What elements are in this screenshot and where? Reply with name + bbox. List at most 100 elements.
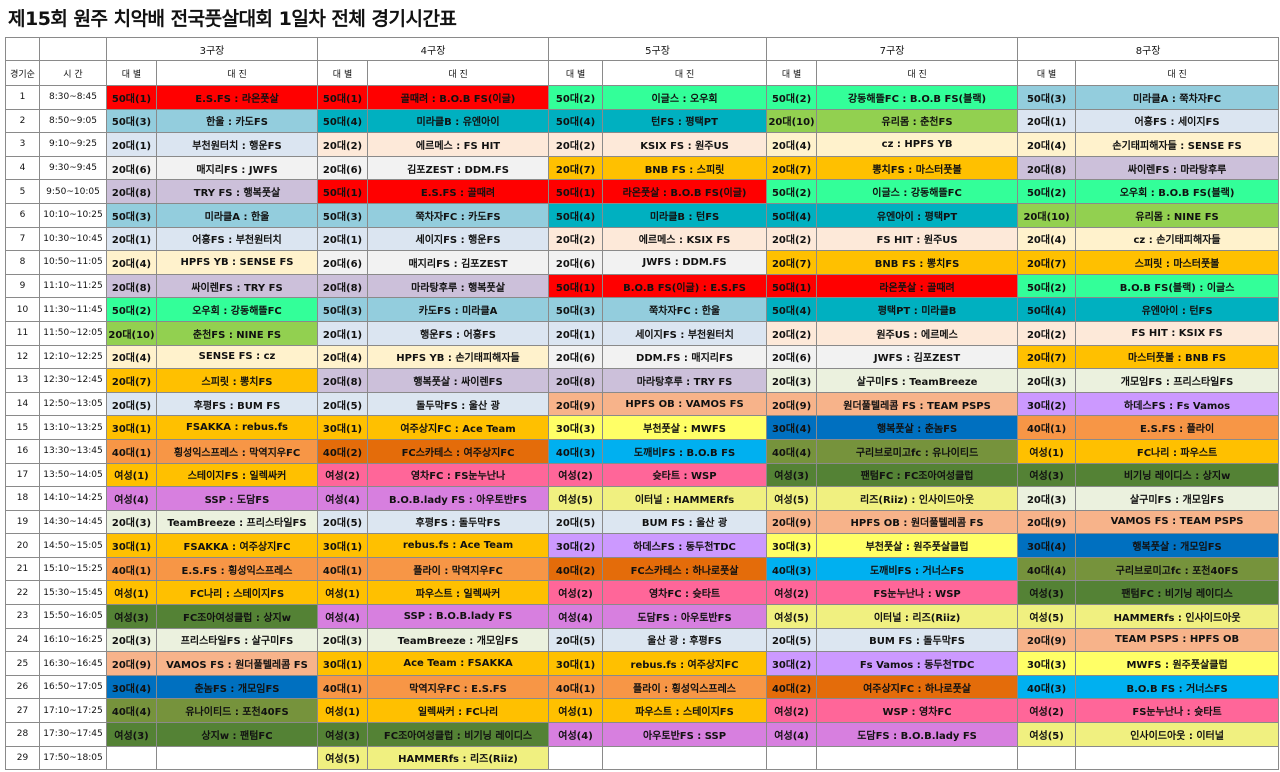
match-cell: 구리브로미고fc : 유나이티드	[816, 438, 1019, 464]
division-cell: 20대(6)	[317, 155, 369, 181]
division-cell: 20대(3)	[317, 627, 369, 653]
division-cell	[106, 745, 157, 770]
division-cell: 20대(3)	[1017, 486, 1077, 511]
table-row: 10 11:30~11:45 50대(2) 오우회 : 강동해뜰FC 50대(3) 카도F…	[5, 297, 1280, 322]
game-number: 12	[5, 344, 40, 370]
match-cell: 미라클B : 유엔아이	[367, 108, 550, 134]
match-cell: 살구미FS : TeamBreeze	[816, 368, 1019, 393]
game-number: 15	[5, 415, 40, 440]
division-cell: 40대(1)	[317, 556, 369, 582]
game-number: 17	[5, 462, 40, 488]
division-cell: 50대(2)	[106, 297, 157, 322]
match-cell: 유엔아이 : 턴FS	[1075, 297, 1280, 322]
game-time: 13:50~14:05	[39, 462, 107, 488]
division-cell: 여성(5)	[317, 745, 369, 770]
match-cell	[1075, 745, 1280, 770]
match-cell: Ace Team : FSAKKA	[367, 651, 550, 676]
division-cell: 20대(5)	[317, 509, 369, 535]
division-cell: 20대(1)	[548, 320, 604, 346]
match-cell: DDM.FS : 매지리FS	[602, 344, 768, 370]
table-row: 17 13:50~14:05 여성(1) 스테이지FS : 일렉싸커 여성(2) 영차FC…	[5, 462, 1280, 488]
division-cell: 20대(1)	[317, 320, 369, 346]
table-row: 14 12:50~13:05 20대(5) 후평FS : BUM FS 20대(5) 돌두…	[5, 391, 1280, 417]
game-time: 10:30~10:45	[39, 226, 107, 252]
match-cell: 어흥FS : 부천원터치	[155, 226, 319, 252]
match-cell: 세이지FS : 부천원터치	[602, 320, 768, 346]
division-cell: 20대(1)	[106, 226, 157, 252]
match-cell: 라온풋살 : B.O.B FS(이글)	[602, 179, 768, 204]
division-cell: 40대(1)	[106, 556, 157, 582]
header-blank	[39, 37, 107, 61]
game-time: 11:50~12:05	[39, 320, 107, 346]
game-time: 17:50~18:05	[39, 745, 107, 770]
game-number: 27	[5, 698, 40, 724]
time-header: 시 간	[39, 60, 107, 86]
match-cell: E.S.FS : 횡성익스프레스	[155, 556, 319, 582]
game-number: 23	[5, 604, 40, 629]
match-cell: 이글스 : 강동해뜰FC	[816, 179, 1019, 204]
match-cell: 행복풋살 : 춘놈FS	[816, 415, 1019, 440]
match-header: 대 진	[816, 60, 1019, 86]
match-cell: BNB FS : 뽕치FS	[816, 250, 1019, 275]
table-row: 5 9:50~10:05 20대(8) TRY FS : 행복풋살 50대(1) E.S.…	[5, 179, 1280, 204]
division-cell: 20대(4)	[106, 250, 157, 275]
game-time: 17:30~17:45	[39, 722, 107, 747]
game-time: 8:30~8:45	[39, 85, 107, 110]
match-cell: JWFS : 김포ZEST	[816, 344, 1019, 370]
division-cell: 30대(3)	[1017, 651, 1077, 676]
match-cell: 싸이렌FS : TRY FS	[155, 273, 319, 299]
division-cell: 20대(1)	[1017, 108, 1077, 134]
division-cell	[766, 745, 818, 770]
match-cell	[602, 745, 768, 770]
match-cell: TEAM PSPS : HPFS OB	[1075, 627, 1280, 653]
division-cell: 40대(2)	[766, 674, 818, 700]
table-row: 11 11:50~12:05 20대(10) 춘천FS : NINE FS 20대(1)…	[5, 320, 1280, 346]
match-cell: 리즈(Riiz) : 인사이드아웃	[816, 486, 1019, 511]
game-time: 9:30~9:45	[39, 155, 107, 181]
division-cell: 20대(6)	[548, 250, 604, 275]
division-cell: 20대(7)	[548, 155, 604, 181]
division-cell: 20대(6)	[317, 250, 369, 275]
division-cell: 여성(3)	[1017, 462, 1077, 488]
table-row: 18 14:10~14:25 여성(4) SSP : 도담FS 여성(4) B.O.B.l…	[5, 486, 1280, 511]
division-header: 대 별	[106, 60, 157, 86]
game-number: 1	[5, 85, 40, 110]
game-time: 12:10~12:25	[39, 344, 107, 370]
division-cell: 20대(4)	[1017, 132, 1077, 157]
division-cell: 20대(2)	[1017, 320, 1077, 346]
match-cell: rebus.fs : 여주상지FC	[602, 651, 768, 676]
division-cell: 여성(2)	[1017, 698, 1077, 724]
match-cell: FC나리 : 스테이지FS	[155, 580, 319, 606]
table-row: 28 17:30~17:45 여성(3) 상지w : 팬텀FC 여성(3) FC조아여성클…	[5, 722, 1280, 747]
game-time: 9:10~9:25	[39, 132, 107, 157]
match-cell: 어흥FS : 세이지FS	[1075, 108, 1280, 134]
game-time: 14:50~15:05	[39, 533, 107, 558]
table-row: 3 9:10~9:25 20대(1) 부천원터치 : 행운FS 20대(2) 에르메스 :…	[5, 132, 1280, 157]
division-cell: 20대(9)	[106, 651, 157, 676]
match-cell: VAMOS FS : 원더풀텔레콤 FS	[155, 651, 319, 676]
table-row: 15 13:10~13:25 30대(1) FSAKKA : rebus.fs 30대(…	[5, 415, 1280, 440]
division-cell: 40대(1)	[1017, 415, 1077, 440]
division-cell: 50대(4)	[548, 202, 604, 228]
match-cell: cz : 손기태피해자들	[1075, 226, 1280, 252]
division-cell: 20대(5)	[548, 627, 604, 653]
court-header-row: 3구장 4구장 5구장 7구장 8구장	[5, 37, 1280, 61]
match-cell: 골때려 : B.O.B FS(이글)	[367, 85, 550, 110]
match-cell: 유리몸 : NINE FS	[1075, 202, 1280, 228]
match-cell: HPFS YB : 손기태피해자들	[367, 344, 550, 370]
match-cell: 카도FS : 미라클A	[367, 297, 550, 322]
game-time: 8:50~9:05	[39, 108, 107, 134]
match-cell: 부천풋살 : MWFS	[602, 415, 768, 440]
division-cell: 20대(5)	[106, 391, 157, 417]
match-cell: BNB FS : 스피릿	[602, 155, 768, 181]
order-header: 경기순	[5, 60, 40, 86]
match-cell: 행복풋살 : 개모임FS	[1075, 533, 1280, 558]
match-cell: VAMOS FS : TEAM PSPS	[1075, 509, 1280, 535]
match-cell: BUM FS : 돌두막FS	[816, 627, 1019, 653]
division-cell	[548, 745, 604, 770]
match-cell: 이글스 : 오우회	[602, 85, 768, 110]
division-cell: 20대(2)	[548, 226, 604, 252]
match-cell: HPFS OB : VAMOS FS	[602, 391, 768, 417]
match-cell: 마라탕후루 : TRY FS	[602, 368, 768, 393]
game-number: 7	[5, 226, 40, 252]
